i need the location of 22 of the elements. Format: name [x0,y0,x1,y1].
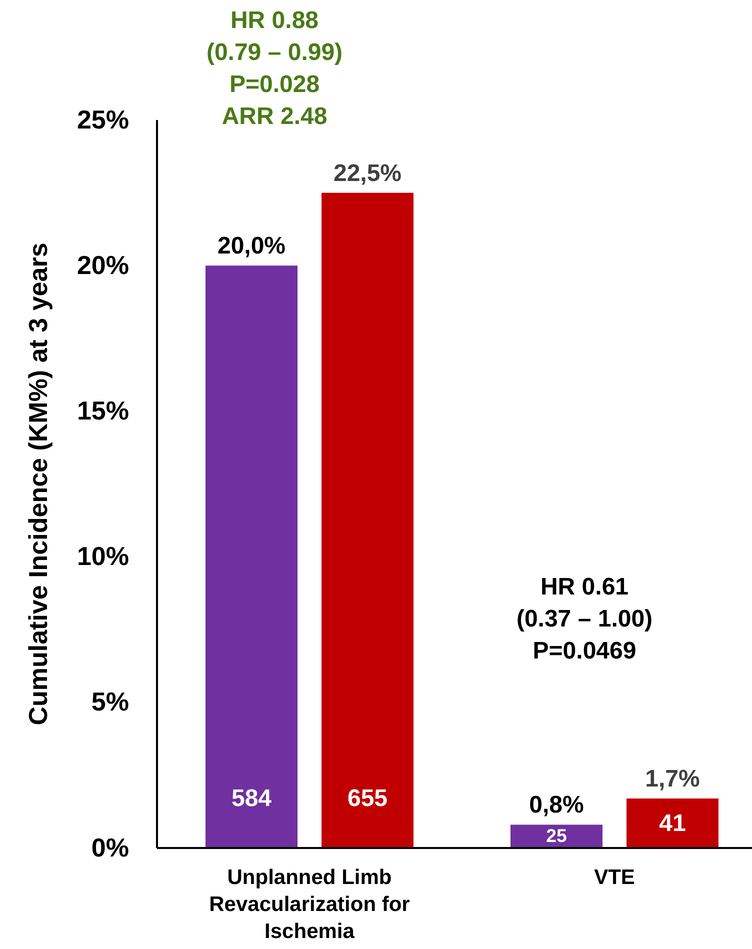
annotation: 41 [659,810,686,837]
bar [206,266,298,848]
bar [626,798,718,848]
data-label: 22,5% [333,160,402,187]
annotation: HR 0.61 (0.37 – 1.00) P=0.0469 [516,574,653,665]
annotation: 584 [231,785,272,812]
data-label: 0,8% [529,792,584,819]
annotation: 25 [546,825,567,846]
y-tick-label: 20% [76,250,129,280]
x-tick-label: VTE [594,866,635,889]
annotation: HR 0.88 (0.79 – 0.99) P=0.028 ARR 2.48 [206,7,343,130]
y-tick-label: 5% [91,686,129,717]
y-tick-label: 0% [91,832,129,862]
data-label: 1,7% [645,765,700,792]
y-tick-label: 10% [76,541,129,572]
y-tick-label: 15% [76,396,129,426]
annotation: 655 [347,785,388,812]
y-tick-label: 25% [76,104,129,134]
data-label: 20,0% [217,232,286,260]
bar [322,192,414,848]
x-tick-label: Unplanned Limb Revacularization for Ischemia [209,866,410,943]
y-axis-title: Cumulative Incidence (KM%) at 3 years [23,242,53,726]
